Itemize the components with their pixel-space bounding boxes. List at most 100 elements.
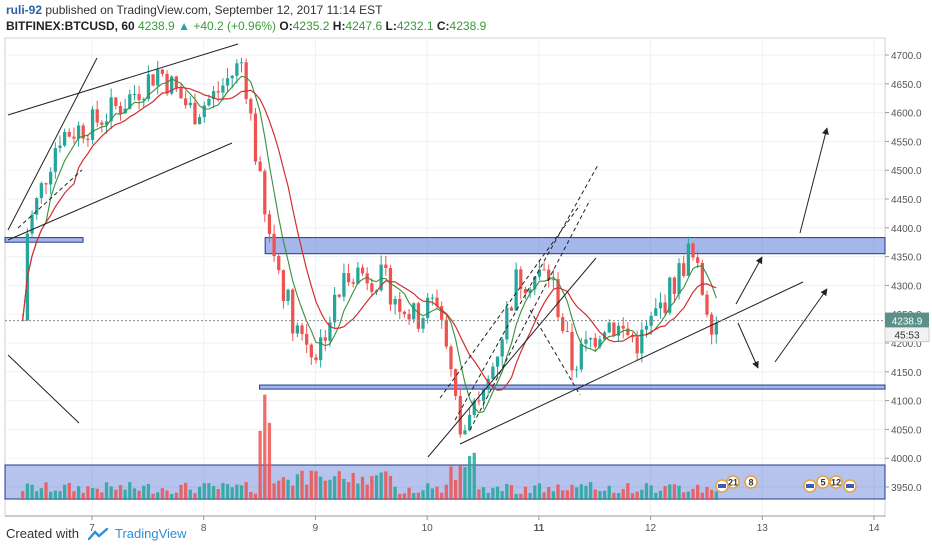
candle[interactable] xyxy=(58,145,62,148)
candle[interactable] xyxy=(528,289,532,294)
candle[interactable] xyxy=(151,74,155,86)
candle[interactable] xyxy=(584,339,588,344)
candle[interactable] xyxy=(356,267,360,284)
candle[interactable] xyxy=(444,319,448,347)
candle[interactable] xyxy=(100,122,104,125)
candle[interactable] xyxy=(458,395,462,435)
candle[interactable] xyxy=(621,325,625,329)
candle[interactable] xyxy=(477,400,481,402)
candle[interactable] xyxy=(635,337,639,354)
candle[interactable] xyxy=(235,63,239,76)
channel-line-upper-2[interactable] xyxy=(7,43,239,116)
time-axis[interactable]: 7 8 9 10 11 12 13 14 xyxy=(5,515,885,534)
dashed-line-3[interactable] xyxy=(469,199,591,431)
candle[interactable] xyxy=(286,289,290,301)
candle[interactable] xyxy=(649,315,653,326)
trendline-rising[interactable] xyxy=(427,257,597,458)
candle[interactable] xyxy=(258,161,262,172)
candle[interactable] xyxy=(672,277,677,294)
candle[interactable] xyxy=(654,308,658,316)
candle[interactable] xyxy=(379,264,383,291)
candle[interactable] xyxy=(626,328,630,336)
candle[interactable] xyxy=(658,302,663,309)
candle[interactable] xyxy=(179,87,183,99)
candle[interactable] xyxy=(53,147,57,172)
candle[interactable] xyxy=(500,339,504,357)
candle[interactable] xyxy=(467,414,472,431)
candle[interactable] xyxy=(668,277,672,313)
candle[interactable] xyxy=(663,302,667,313)
dashed-line-1[interactable] xyxy=(439,204,581,399)
candle[interactable] xyxy=(193,102,197,125)
candle[interactable] xyxy=(575,369,579,371)
candle[interactable] xyxy=(249,99,253,114)
candle[interactable] xyxy=(682,263,686,276)
candle[interactable] xyxy=(440,306,444,320)
channel-line-lower[interactable] xyxy=(7,142,233,241)
candle[interactable] xyxy=(640,329,644,354)
candle[interactable] xyxy=(360,267,365,274)
candle[interactable] xyxy=(221,85,225,93)
candle[interactable] xyxy=(542,269,546,271)
candle[interactable] xyxy=(388,267,393,305)
candle[interactable] xyxy=(309,344,313,358)
candle[interactable] xyxy=(170,76,174,94)
candle[interactable] xyxy=(402,311,407,315)
candle[interactable] xyxy=(346,273,351,283)
arrow-up-short[interactable] xyxy=(735,256,763,305)
candle[interactable] xyxy=(281,270,286,301)
candle[interactable] xyxy=(449,346,453,370)
arrow-up-large[interactable] xyxy=(799,127,829,234)
candle[interactable] xyxy=(76,125,81,139)
candle[interactable] xyxy=(523,288,528,294)
arrow-down[interactable] xyxy=(737,322,759,369)
candle[interactable] xyxy=(272,233,276,256)
channel-midline-dashed[interactable] xyxy=(17,169,83,229)
candle[interactable] xyxy=(435,297,439,307)
candle[interactable] xyxy=(644,325,649,330)
candle[interactable] xyxy=(593,337,597,347)
candle[interactable] xyxy=(314,357,318,361)
events-layer[interactable]: 21 8 5 12 xyxy=(715,475,857,493)
symbol-label[interactable]: BITFINEX:BTCUSD, 60 xyxy=(6,19,135,33)
candle[interactable] xyxy=(398,298,402,312)
candle[interactable] xyxy=(44,183,48,185)
candle[interactable] xyxy=(365,273,369,284)
candle[interactable] xyxy=(677,263,681,294)
candle[interactable] xyxy=(39,183,43,199)
zone-upper-resistance[interactable] xyxy=(264,237,886,255)
candle[interactable] xyxy=(598,339,602,347)
candle[interactable] xyxy=(63,132,67,146)
candle[interactable] xyxy=(342,273,346,297)
last-price-box[interactable] xyxy=(885,312,929,328)
candle[interactable] xyxy=(305,334,309,345)
candle[interactable] xyxy=(393,298,397,305)
candle[interactable] xyxy=(486,378,490,390)
candle[interactable] xyxy=(211,91,216,100)
channel-line-upper-1[interactable] xyxy=(7,57,98,231)
candle[interactable] xyxy=(263,171,267,215)
candle[interactable] xyxy=(607,322,611,333)
candle[interactable] xyxy=(184,98,188,106)
candle[interactable] xyxy=(81,125,85,139)
candle[interactable] xyxy=(295,325,299,334)
candle[interactable] xyxy=(49,171,53,185)
candle[interactable] xyxy=(156,69,160,86)
event-flag-icon[interactable] xyxy=(744,475,758,489)
candle[interactable] xyxy=(454,369,458,396)
candle[interactable] xyxy=(630,335,635,338)
candle[interactable] xyxy=(146,74,151,99)
dashed-line-4[interactable] xyxy=(529,309,581,396)
candle[interactable] xyxy=(225,78,230,86)
candle[interactable] xyxy=(565,331,569,333)
candle[interactable] xyxy=(570,331,574,371)
candle[interactable] xyxy=(67,132,71,137)
candle[interactable] xyxy=(710,314,714,335)
candle[interactable] xyxy=(114,97,118,107)
candle[interactable] xyxy=(384,264,388,268)
trendlines-layer[interactable] xyxy=(7,43,829,458)
candle[interactable] xyxy=(691,243,695,258)
candle[interactable] xyxy=(426,297,430,319)
candle[interactable] xyxy=(137,94,141,101)
